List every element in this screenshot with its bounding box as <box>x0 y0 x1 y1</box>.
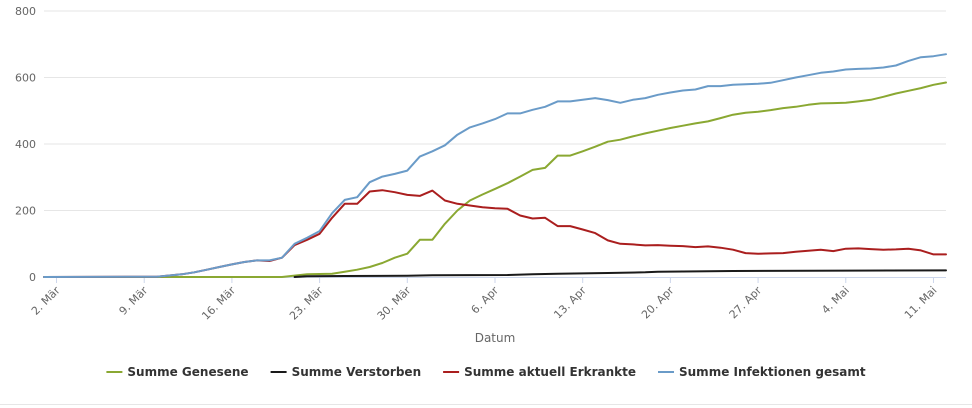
x-tick-label: 4. Mai <box>819 284 852 317</box>
legend-label: Summe Genesene <box>127 365 248 379</box>
series-line-3[interactable] <box>43 189 947 278</box>
legend-item[interactable]: Summe Verstorben <box>270 365 422 379</box>
x-axis-ticks: 2. Mär 9. Mär 16. Mär 23. Mär 30. Mär 6. Apr 1… <box>29 277 940 323</box>
x-tick-label: 2. Mär <box>29 284 63 318</box>
x-tick-label: 9. Mär <box>117 284 151 318</box>
y-tick-label: 800 <box>15 5 36 18</box>
x-tick-label: 13. Apr <box>551 284 589 322</box>
legend-item[interactable]: Summe Infektionen gesamt <box>658 365 866 379</box>
x-axis-title: Datum <box>475 331 516 345</box>
legend-label: Summe Verstorben <box>292 365 422 379</box>
x-tick-label: 16. Mär <box>199 284 238 323</box>
x-tick-label: 6. Apr <box>469 284 502 317</box>
series-line-2[interactable] <box>293 269 947 278</box>
series-line-1[interactable] <box>43 81 947 278</box>
x-tick-label: 30. Mär <box>375 284 414 323</box>
x-tick-label: 20. Apr <box>639 284 677 322</box>
y-tick-label: 0 <box>29 271 36 284</box>
x-tick-label: 27. Apr <box>727 284 765 322</box>
legend-label: Summe aktuell Erkrankte <box>464 365 636 379</box>
series-layer <box>43 53 947 278</box>
bottom-divider <box>0 404 972 405</box>
y-tick-label: 200 <box>15 205 36 218</box>
x-tick-label: 11. Mai <box>902 284 940 322</box>
series-line-4[interactable] <box>43 53 947 278</box>
legend-item[interactable]: Summe Genesene <box>106 365 249 379</box>
grid-lines <box>44 10 946 211</box>
legend[interactable]: Summe Genesene Summe Verstorben Summe aktu… <box>106 365 866 379</box>
legend-item[interactable]: Summe aktuell Erkrankte <box>443 365 636 379</box>
y-tick-label: 600 <box>15 72 36 85</box>
legend-label: Summe Infektionen gesamt <box>679 365 866 379</box>
y-axis-tick-labels: 0 200 400 600 800 <box>15 5 36 284</box>
y-tick-label: 400 <box>15 138 36 151</box>
x-tick-label: 23. Mär <box>287 284 326 323</box>
